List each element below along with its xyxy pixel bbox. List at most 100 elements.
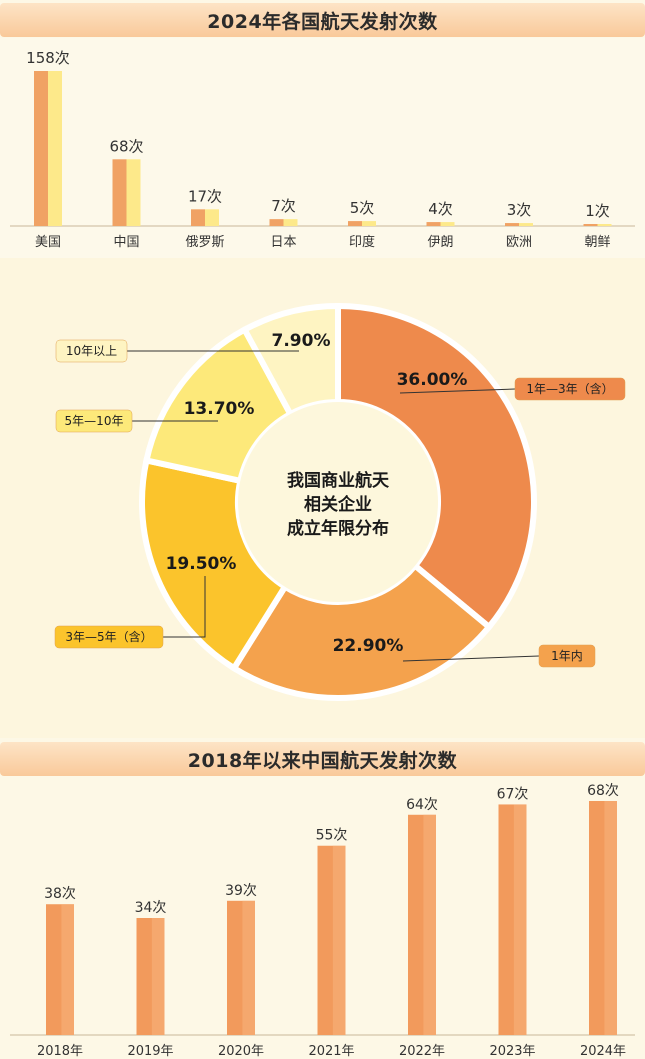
bar-right-half <box>440 222 455 226</box>
category-label: 美国 <box>35 235 61 250</box>
bar-2024年 <box>589 801 617 1035</box>
bar-highlight <box>513 804 527 1035</box>
category-label: 伊朗 <box>427 235 453 250</box>
category-label: 日本 <box>270 235 296 250</box>
company-age-svg: 我国商业航天 相关企业 成立年限分布 36.00% 1年—3年（含） 22.90% 1… <box>54 302 626 701</box>
china-launches-chart: 38次 2018年 34次 2019年 39次 2020年 55次 2021年 64次 2022年… <box>0 776 645 1059</box>
bar-left-half <box>348 221 362 226</box>
bar-highlight <box>151 918 165 1035</box>
callout-line <box>399 388 516 394</box>
bar-欧洲 <box>505 223 533 226</box>
chart1-title: 2024年各国航天发射次数 <box>0 3 645 37</box>
category-label: 2019年 <box>127 1044 173 1059</box>
bar-left-half <box>583 224 598 226</box>
bar-right-half <box>362 221 376 226</box>
bar-2019年 <box>136 918 165 1035</box>
bar-日本 <box>269 219 298 226</box>
value-label: 38次 <box>44 886 76 902</box>
value-label: 55次 <box>316 828 348 844</box>
value-label: 67次 <box>497 786 529 802</box>
value-label: 68次 <box>587 783 619 799</box>
callout-box <box>54 625 164 649</box>
bar-right-half <box>519 223 533 226</box>
category-label: 俄罗斯 <box>185 235 224 250</box>
callout-box <box>55 339 128 363</box>
value-label: 34次 <box>135 900 167 916</box>
labels-group: 38次 2018年 34次 2019年 39次 2020年 55次 2021年 64次 2022年… <box>37 783 626 1059</box>
bar-right-half <box>597 224 612 226</box>
category-label: 2021年 <box>308 1044 354 1059</box>
category-label: 朝鲜 <box>584 235 610 250</box>
value-label: 158次 <box>26 49 70 67</box>
bar-highlight <box>61 904 74 1035</box>
value-label: 7次 <box>271 197 296 215</box>
bar-highlight <box>332 845 346 1035</box>
slice-category-label: 1年—3年（含） <box>526 381 613 396</box>
bars-group <box>46 801 617 1035</box>
bar-中国 <box>112 159 141 226</box>
bar-2018年 <box>46 904 74 1035</box>
value-label: 68次 <box>109 137 143 155</box>
china-launches-svg: 38次 2018年 34次 2019年 39次 2020年 55次 2021年 64次 2022年… <box>10 783 635 1059</box>
slice-percent-label: 13.70% <box>184 399 255 419</box>
category-label: 印度 <box>349 234 375 250</box>
bar-right-half <box>48 71 62 226</box>
bar-right-half <box>126 159 141 226</box>
category-label: 2022年 <box>399 1044 445 1059</box>
bar-2022年 <box>408 814 436 1035</box>
callout-box <box>55 409 133 433</box>
slice-category-label: 1年内 <box>551 649 583 663</box>
center-text-line-2: 相关企业 <box>304 494 372 515</box>
bar-right-half <box>283 219 298 226</box>
bar-highlight <box>604 801 617 1035</box>
value-label: 64次 <box>406 797 438 813</box>
launches-2024-chart: 158次 美国 68次 中国 17次 俄罗斯 7次 日本 5次 印度 4次 伊朗 3次 欧洲 1次 朝鲜 <box>0 38 645 258</box>
bar-伊朗 <box>426 222 455 226</box>
bar-left-half <box>191 209 205 226</box>
category-label: 2024年 <box>580 1044 626 1059</box>
slice-percent-label: 19.50% <box>166 554 237 574</box>
value-label: 39次 <box>225 883 257 899</box>
bar-印度 <box>348 221 376 226</box>
value-label: 1次 <box>585 202 610 220</box>
center-text-line-3: 成立年限分布 <box>287 518 389 539</box>
donut-hole <box>238 402 438 602</box>
slice-percent-label: 36.00% <box>397 370 468 390</box>
slice-category-label: 3年—5年（含） <box>65 629 152 644</box>
slices-group <box>139 302 537 701</box>
bars-group <box>34 71 612 226</box>
bar-朝鲜 <box>583 224 612 226</box>
callouts-group: 36.00% 1年—3年（含） 22.90% 1年内 19.50% 3年—5年（含） 13.… <box>54 331 626 668</box>
callout-box <box>514 377 626 401</box>
bar-2023年 <box>498 804 527 1035</box>
callout-line <box>163 576 206 638</box>
bar-right-half <box>205 209 219 226</box>
slice-percent-label: 7.90% <box>272 331 331 351</box>
bar-俄罗斯 <box>191 209 219 226</box>
bar-美国 <box>34 71 62 226</box>
bar-left-half <box>34 71 48 226</box>
category-label: 中国 <box>113 235 139 250</box>
bar-highlight <box>423 814 436 1035</box>
chart3-title: 2018年以来中国航天发射次数 <box>0 742 645 776</box>
bar-highlight <box>242 900 255 1035</box>
donut-center-text: 我国商业航天 相关企业 成立年限分布 <box>287 470 390 539</box>
value-label: 5次 <box>350 199 375 217</box>
category-label: 欧洲 <box>506 235 532 250</box>
bar-left-half <box>426 222 441 226</box>
bar-left-half <box>112 159 127 226</box>
bar-2020年 <box>227 900 255 1035</box>
callout-line <box>402 655 540 662</box>
company-age-chart: 我国商业航天 相关企业 成立年限分布 36.00% 1年—3年（含） 22.90% 1… <box>0 258 645 738</box>
category-label: 2018年 <box>37 1044 83 1059</box>
value-label: 17次 <box>188 187 222 205</box>
category-label: 2023年 <box>489 1044 535 1059</box>
category-label: 2020年 <box>218 1044 264 1059</box>
slice-percent-label: 22.90% <box>333 636 404 656</box>
slice-3年—5年（含） <box>139 456 290 673</box>
bar-2021年 <box>317 845 346 1035</box>
slice-category-label: 10年以上 <box>66 344 117 358</box>
